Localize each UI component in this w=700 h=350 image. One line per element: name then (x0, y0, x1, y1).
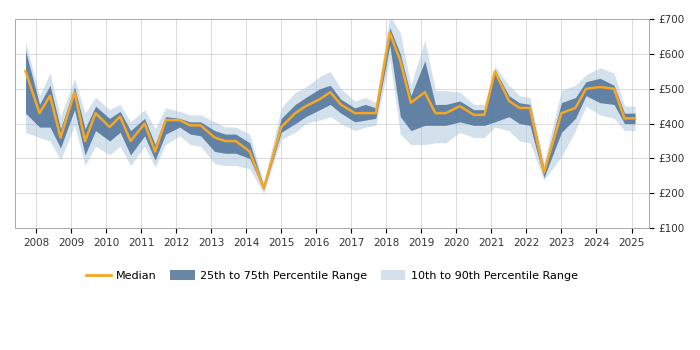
Legend: Median, 25th to 75th Percentile Range, 10th to 90th Percentile Range: Median, 25th to 75th Percentile Range, 1… (82, 266, 582, 285)
